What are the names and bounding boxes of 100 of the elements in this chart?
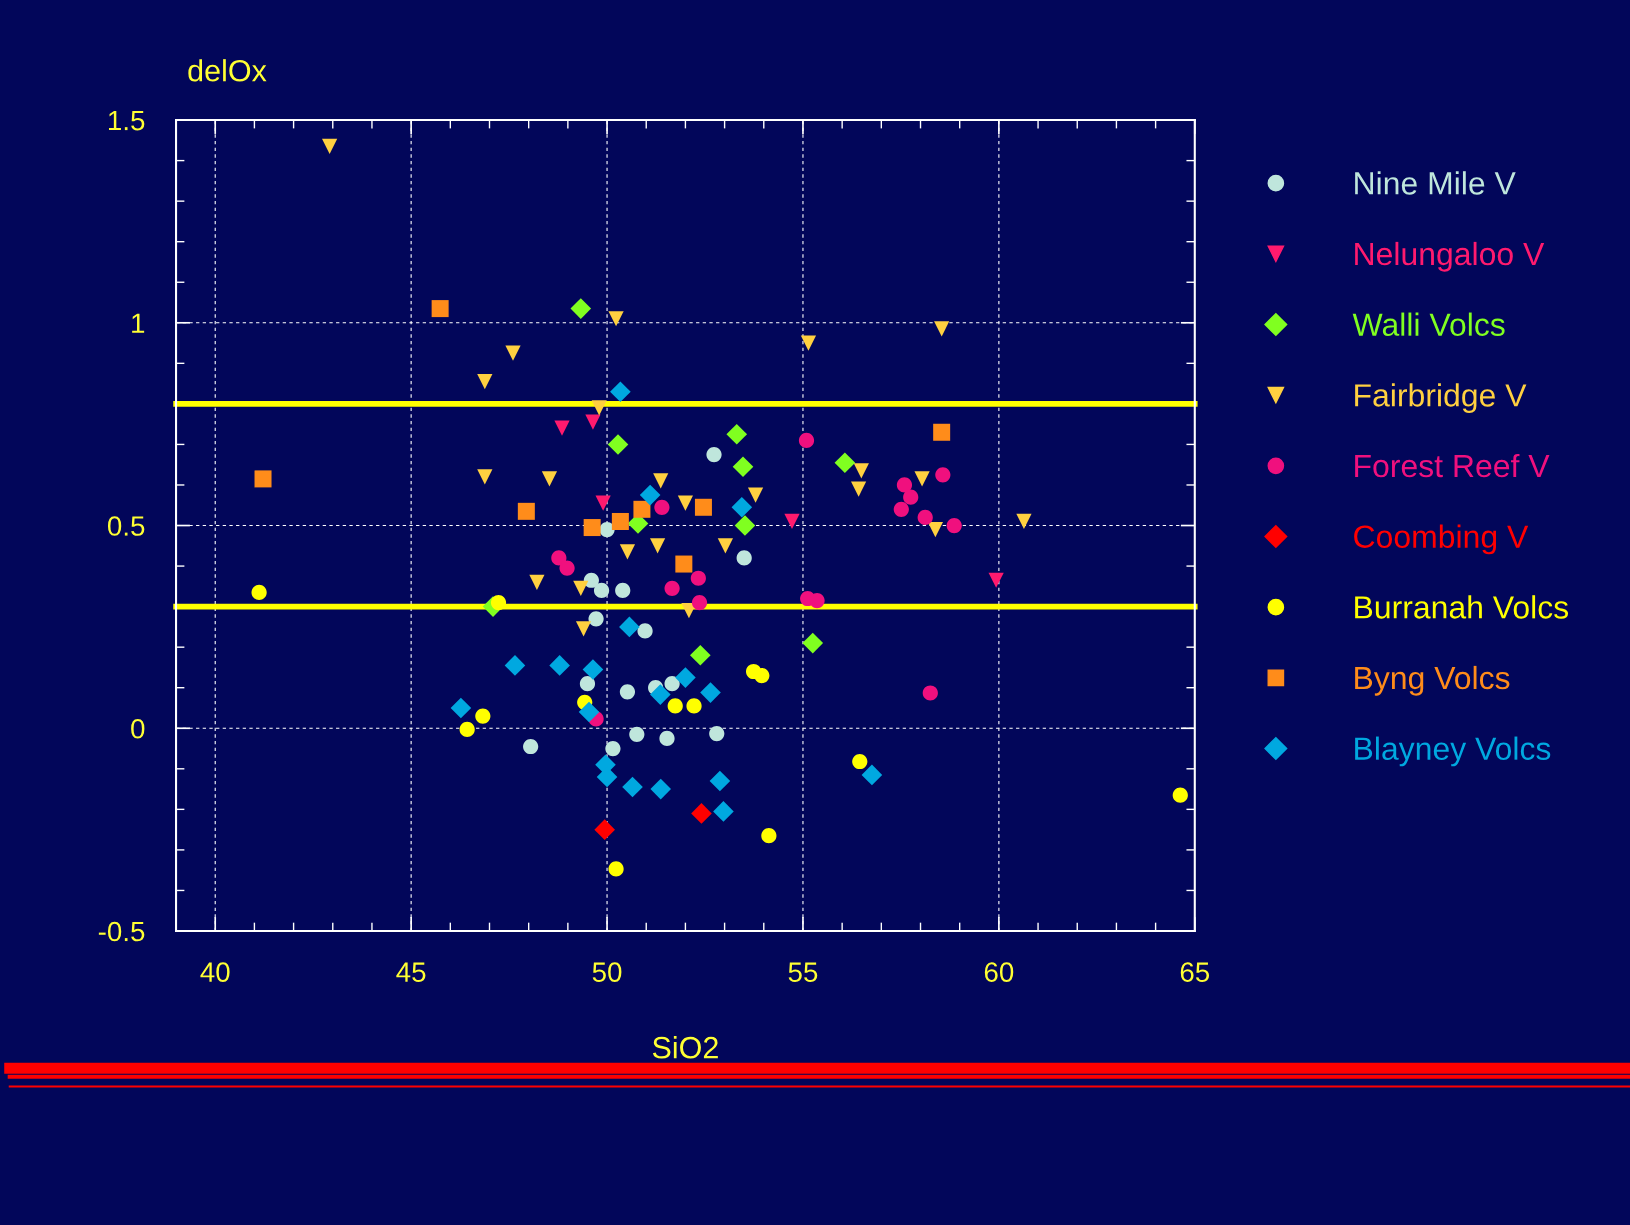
point <box>709 770 731 792</box>
point <box>475 708 491 724</box>
point <box>734 515 756 536</box>
point <box>747 487 764 503</box>
point <box>731 496 753 518</box>
y-tick-label: 0 <box>131 718 145 739</box>
point <box>477 373 493 390</box>
point <box>809 592 825 609</box>
x-tick-label: 50 <box>592 962 622 982</box>
point <box>608 311 624 327</box>
point <box>852 753 868 770</box>
point <box>654 499 670 515</box>
point <box>917 509 933 526</box>
point <box>700 682 721 703</box>
legend-label: Coombing V <box>1354 524 1529 555</box>
y-axis-title: delOx <box>188 59 267 82</box>
point <box>690 644 711 666</box>
point <box>573 580 589 596</box>
point <box>653 473 669 489</box>
point <box>611 512 629 530</box>
point <box>523 738 539 755</box>
x-tick-label: 55 <box>788 962 818 982</box>
point <box>798 432 815 448</box>
point <box>893 501 909 517</box>
legend-label: Blayney Volcs <box>1355 736 1551 767</box>
point <box>504 655 526 676</box>
point <box>927 521 944 538</box>
point <box>659 730 675 747</box>
point <box>615 582 631 599</box>
legend-label: Byng Volcs <box>1355 665 1510 696</box>
point <box>717 538 733 554</box>
point <box>529 574 545 590</box>
point <box>691 594 708 611</box>
point <box>629 726 645 742</box>
point <box>594 819 615 840</box>
point <box>570 298 592 319</box>
y-tick-label: -0.5 <box>98 921 145 942</box>
legend-label: Fairbridge V <box>1355 383 1527 413</box>
x-tick-label: 65 <box>1180 962 1210 982</box>
point <box>736 550 752 566</box>
legend-label: Nelungaloo V <box>1355 241 1545 272</box>
x-tick-label: 40 <box>200 962 230 982</box>
legend-label: Forest Reef V <box>1355 453 1550 478</box>
point <box>649 538 666 554</box>
point <box>1172 787 1188 803</box>
point <box>583 572 599 588</box>
point <box>431 300 449 318</box>
point <box>896 477 913 493</box>
point <box>591 400 607 416</box>
point <box>593 582 610 599</box>
point <box>935 467 951 483</box>
point <box>650 684 671 705</box>
point <box>505 345 521 361</box>
point <box>675 667 696 688</box>
point <box>251 584 267 601</box>
point <box>541 471 558 487</box>
point <box>988 572 1004 588</box>
point <box>664 580 680 596</box>
point <box>619 616 640 638</box>
point <box>834 452 856 473</box>
point <box>254 470 272 488</box>
point <box>706 446 722 463</box>
y-tick-label: 0.5 <box>107 516 145 536</box>
point <box>459 721 475 738</box>
point <box>605 740 621 757</box>
point <box>322 138 338 155</box>
legend-label: Burranah Volcs <box>1355 595 1569 619</box>
point <box>588 611 604 627</box>
point <box>608 861 624 877</box>
point <box>754 667 770 684</box>
point <box>549 655 570 676</box>
point <box>933 423 951 441</box>
point <box>619 544 636 560</box>
point <box>667 698 683 714</box>
point <box>946 517 962 534</box>
point <box>914 471 930 487</box>
point <box>490 594 507 611</box>
point <box>595 495 611 511</box>
point <box>575 621 592 637</box>
point <box>784 513 800 530</box>
point <box>585 414 601 430</box>
point <box>1016 513 1032 530</box>
point <box>922 685 938 701</box>
point <box>583 519 601 537</box>
point <box>639 484 661 506</box>
point <box>578 701 600 723</box>
point <box>677 495 694 511</box>
point <box>690 570 706 586</box>
point <box>579 676 596 692</box>
point <box>619 684 636 700</box>
point <box>861 764 883 786</box>
point <box>622 776 643 798</box>
point <box>732 456 754 478</box>
point <box>691 803 712 824</box>
point <box>686 698 702 714</box>
point <box>551 550 567 566</box>
point <box>694 498 712 516</box>
point <box>934 321 950 337</box>
point <box>726 423 748 445</box>
x-tick-label: 45 <box>396 962 426 982</box>
